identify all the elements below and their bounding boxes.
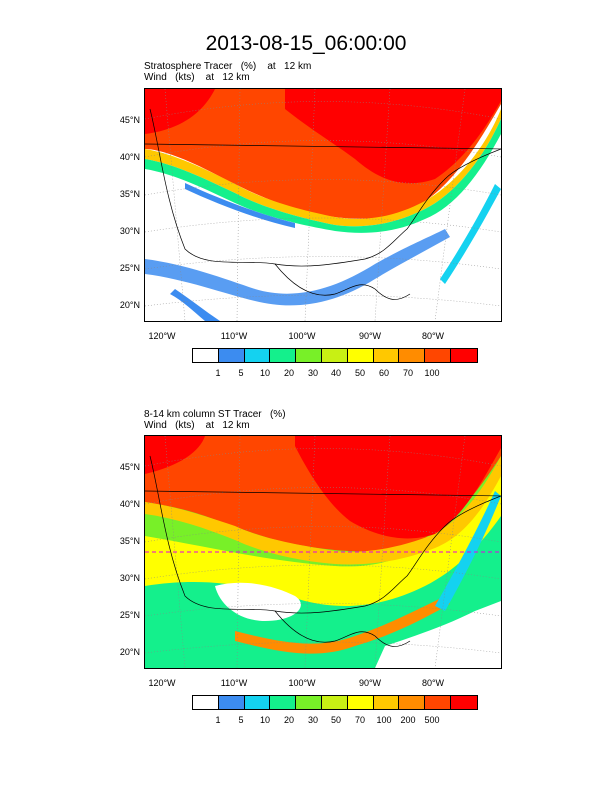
colorbar-swatch [270,349,297,362]
lat-label: 45°N [119,462,140,472]
colorbar-label: 50 [354,368,365,378]
us-border [145,490,501,497]
lon-label: 120°W [148,331,176,341]
lat-label: 40°N [119,499,140,509]
map-panel-1-svg [145,89,501,321]
tracer-streak-east [435,491,501,611]
colorbar-swatch [347,349,374,362]
tracer-region-orange-s [235,596,450,654]
colorbar-swatch [193,349,219,362]
colorbar-label: 100 [424,368,440,378]
colorbar-label: 60 [378,368,389,378]
colorbar-swatch [244,349,271,362]
lat-label: 20°N [119,647,140,657]
lat-label: 25°N [119,263,140,273]
panel2-subtitle-2: Wind (kts) at 12 km [144,420,250,431]
lat-label: 30°N [119,573,140,583]
colorbar-swatch [373,696,400,709]
graticule [145,89,501,321]
colorbar-label: 20 [283,715,294,725]
tracer-region-max [295,436,501,539]
colorbar-swatch [425,696,451,709]
tracer-streak-east [440,184,501,284]
tracer-region-max-west [145,89,215,134]
lat-label: 25°N [119,610,140,620]
colorbar-label: 100 [376,715,392,725]
tracer-streak-south [145,229,450,306]
colorbar-swatch [193,696,219,709]
colorbar-label: 70 [354,715,365,725]
map-panel-2-svg [145,436,501,668]
tracer-band-orange [145,456,501,565]
colorbar-swatch [347,696,374,709]
colorbar-label: 30 [307,368,318,378]
colorbar-label: 5 [238,715,244,725]
tracer-band-blue [185,183,295,228]
figure-title: 2013-08-15_06:00:00 [205,32,407,55]
colorbar-swatch [296,349,322,362]
lat-label: 35°N [119,536,140,546]
colorbar-swatch [373,349,400,362]
colorbar-swatch [450,696,477,709]
gulf-coast [274,610,411,647]
tracer-region-max-west [145,436,205,474]
lon-label: 80°W [421,331,445,341]
lon-label: 100°W [288,678,316,688]
colorbar-swatch [244,696,271,709]
colorbar-label: 50 [330,715,341,725]
lat-label: 40°N [119,152,140,162]
lat-label: 30°N [119,226,140,236]
colorbar-swatch [321,349,348,362]
coastline [149,108,501,267]
colorbar-2 [192,695,478,710]
lon-label: 110°W [220,678,248,688]
colorbar-label: 40 [330,368,341,378]
colorbar-label: 1 [215,715,221,725]
panel1-subtitle-2: Wind (kts) at 12 km [144,72,250,83]
lat-label: 20°N [119,300,140,310]
tracer-region-white-se [375,601,501,668]
lat-label: 45°N [119,115,140,125]
lat-label: 35°N [119,189,140,199]
colorbar-swatch [399,349,426,362]
colorbar-label: 10 [259,715,270,725]
colorbar-label: 1 [215,368,221,378]
colorbar-label: 20 [283,368,294,378]
colorbar-swatch [218,696,245,709]
lon-label: 90°W [358,678,382,688]
panel2-subtitle-1: 8-14 km column ST Tracer (%) [144,409,286,420]
lon-label: 90°W [358,331,382,341]
colorbar-label: 10 [259,368,270,378]
colorbar-swatch [425,349,451,362]
us-border [145,143,501,150]
colorbar-swatch [296,696,322,709]
coastline [149,455,501,614]
lon-label: 120°W [148,678,176,688]
colorbar-swatch [218,349,245,362]
colorbar-swatch [450,349,477,362]
tracer-region-green-s [145,516,501,668]
colorbar-swatch [270,696,297,709]
lon-label: 80°W [421,678,445,688]
colorbar-label: 500 [424,715,440,725]
colorbar-label: 200 [400,715,416,725]
tracer-streak-sw [170,289,220,321]
map-panel-column-tracer [144,435,502,669]
tracer-region-max [285,89,501,184]
graticule [145,436,501,668]
colorbar-1 [192,348,478,363]
colorbar-swatch [399,696,426,709]
panel1-subtitle-1: Stratosphere Tracer (%) at 12 km [144,61,312,72]
lon-label: 110°W [220,331,248,341]
colorbar-label: 5 [238,368,244,378]
colorbar-swatch [321,696,348,709]
colorbar-label: 70 [402,368,413,378]
gulf-coast [274,263,411,300]
lon-label: 100°W [288,331,316,341]
colorbar-label: 30 [307,715,318,725]
map-panel-stratosphere-tracer [144,88,502,322]
